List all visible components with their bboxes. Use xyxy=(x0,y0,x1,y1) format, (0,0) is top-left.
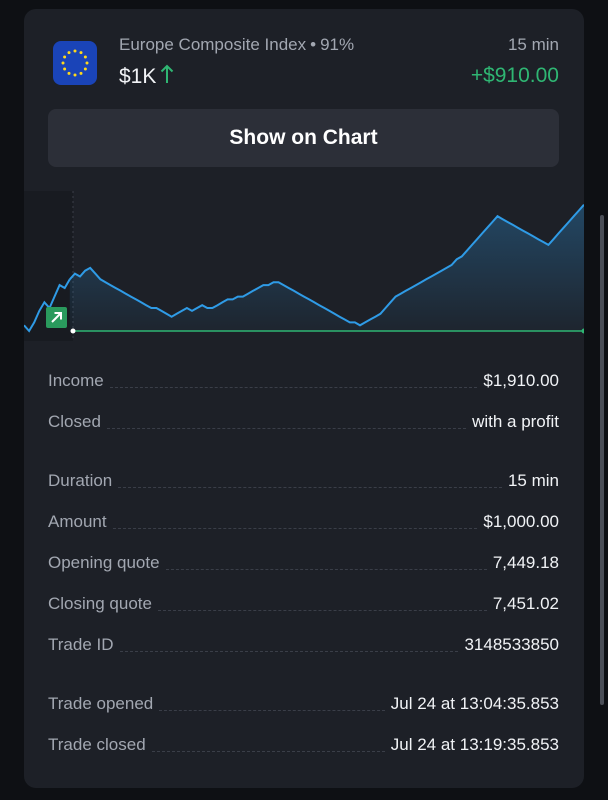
eu-flag-icon xyxy=(53,41,97,85)
detail-label: Opening quote xyxy=(48,553,160,572)
detail-value: 7,449.18 xyxy=(492,553,559,572)
detail-value: 3148533850 xyxy=(464,635,559,654)
detail-row: Closing quote 7,451.02 xyxy=(48,588,559,614)
dotted-leader xyxy=(118,486,502,488)
arrow-up-icon xyxy=(160,64,174,90)
scrollbar[interactable] xyxy=(600,215,604,705)
detail-row: Trade ID 3148533850 xyxy=(48,629,559,655)
detail-row: Income $1,910.00 xyxy=(48,365,559,391)
dotted-leader xyxy=(157,609,487,611)
asset-title: Europe Composite Index • 91% xyxy=(119,35,354,55)
trade-card: Europe Composite Index • 91% $1K 15 min +$… xyxy=(24,9,584,788)
dotted-leader xyxy=(119,650,459,652)
detail-label: Closing quote xyxy=(48,594,152,613)
dotted-leader xyxy=(165,568,487,570)
chart-price-line xyxy=(69,204,584,327)
dotted-leader xyxy=(109,386,478,388)
detail-value: Jul 24 at 13:19:35.853 xyxy=(390,735,559,754)
detail-label: Income xyxy=(48,371,104,390)
detail-value: with a profit xyxy=(472,412,559,431)
detail-label: Duration xyxy=(48,471,113,490)
title-separator: • xyxy=(310,35,317,54)
detail-label: Trade ID xyxy=(48,635,114,654)
entry-point xyxy=(70,328,76,334)
chart-pre-entry-line xyxy=(24,278,71,333)
detail-label: Trade opened xyxy=(48,694,154,713)
detail-row: Trade opened Jul 24 at 13:04:35.853 xyxy=(48,688,559,714)
trade-profit: +$910.00 xyxy=(470,64,559,87)
trade-amount-row: $1K xyxy=(119,64,174,90)
detail-value: $1,000.00 xyxy=(483,512,559,531)
dotted-leader xyxy=(106,427,467,429)
trade-duration: 15 min xyxy=(507,35,559,54)
detail-row: Duration 15 min xyxy=(48,465,559,491)
end-point xyxy=(581,328,584,334)
detail-row: Trade closed Jul 24 at 13:19:35.853 xyxy=(48,729,559,755)
detail-value: 15 min xyxy=(507,471,559,490)
dotted-leader xyxy=(159,709,385,711)
asset-name: Europe Composite Index xyxy=(119,35,307,54)
chart-svg xyxy=(24,191,584,341)
trade-chart xyxy=(24,191,584,341)
dotted-leader xyxy=(151,750,385,752)
trade-amount: $1K xyxy=(119,65,157,88)
chart-area-fill xyxy=(69,204,584,331)
detail-row: Amount $1,000.00 xyxy=(48,506,559,532)
detail-row: Closed with a profit xyxy=(48,406,559,432)
payout-percent: 91% xyxy=(320,35,355,54)
detail-row: Opening quote 7,449.18 xyxy=(48,547,559,573)
detail-value: $1,910.00 xyxy=(483,371,559,390)
detail-label: Closed xyxy=(48,412,101,431)
detail-value: Jul 24 at 13:04:35.853 xyxy=(390,694,559,713)
show-on-chart-button[interactable]: Show on Chart xyxy=(48,109,559,167)
detail-value: 7,451.02 xyxy=(492,594,559,613)
detail-label: Amount xyxy=(48,512,107,531)
dotted-leader xyxy=(112,527,478,529)
detail-label: Trade closed xyxy=(48,735,146,754)
arrow-up-right-icon xyxy=(46,307,67,328)
